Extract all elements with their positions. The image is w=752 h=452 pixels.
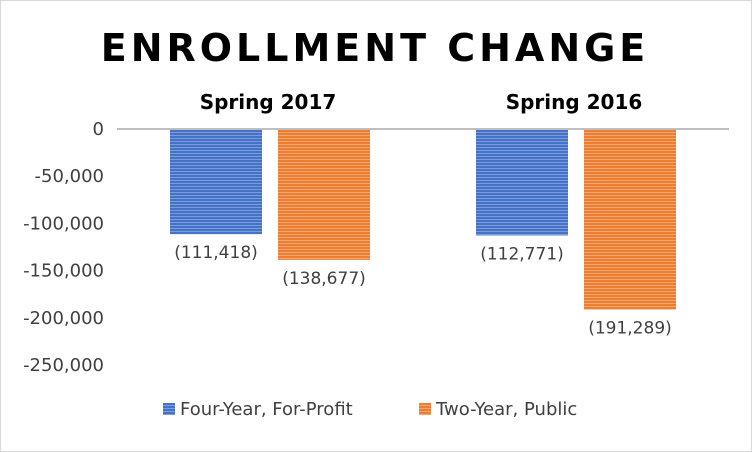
bar bbox=[278, 129, 370, 260]
y-axis: 0 -50,000 -100,000 -150,000 -200,000 -250,000 bbox=[23, 119, 104, 376]
category-labels: Spring 2017 Spring 2016 bbox=[200, 90, 643, 114]
legend-label: Two-Year, Public bbox=[435, 399, 577, 420]
data-label: (138,677) bbox=[282, 269, 366, 289]
y-tick-label: -250,000 bbox=[23, 355, 104, 376]
y-tick-label: -150,000 bbox=[23, 261, 104, 282]
bars bbox=[170, 129, 676, 310]
y-tick-label: -50,000 bbox=[35, 166, 104, 187]
data-label: (112,771) bbox=[480, 244, 564, 264]
legend: Four-Year, For-Profit Two-Year, Public bbox=[163, 399, 577, 420]
bar bbox=[170, 129, 262, 235]
legend-swatch bbox=[163, 403, 175, 415]
chart-title: ENROLLMENT CHANGE bbox=[101, 26, 650, 70]
data-label: (111,418) bbox=[174, 243, 258, 263]
bar bbox=[476, 129, 568, 236]
y-tick-label: -100,000 bbox=[23, 213, 104, 234]
y-tick-label: -200,000 bbox=[23, 308, 104, 329]
legend-label: Four-Year, For-Profit bbox=[180, 399, 353, 420]
category-label: Spring 2017 bbox=[200, 90, 337, 114]
y-tick-label: 0 bbox=[93, 119, 104, 140]
bar bbox=[584, 129, 676, 310]
data-labels: (111,418) (138,677) (112,771) (191,289) bbox=[174, 243, 672, 338]
data-label: (191,289) bbox=[588, 319, 672, 339]
legend-swatch bbox=[419, 403, 431, 415]
category-label: Spring 2016 bbox=[506, 90, 643, 114]
